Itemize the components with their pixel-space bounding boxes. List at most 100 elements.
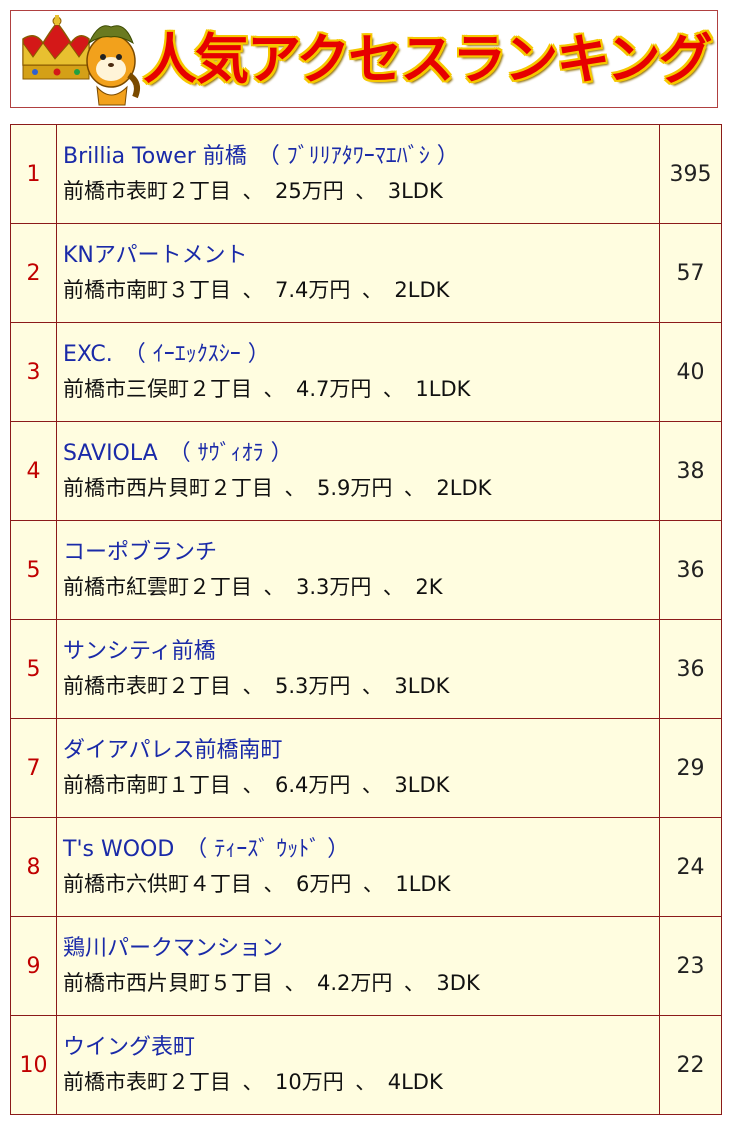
property-rent: 7.4万円 <box>275 278 351 302</box>
property-info: ダイアパレス前橋南町 前橋市南町１丁目、 6.4万円、 3LDK <box>56 718 660 818</box>
access-count: 38 <box>659 421 722 521</box>
property-name-link[interactable]: 鶏川パークマンション <box>63 936 284 961</box>
property-layout: 2LDK <box>394 278 450 302</box>
property-layout: 3LDK <box>387 179 443 203</box>
property-rent: 6.4万円 <box>275 773 351 797</box>
property-detail: 前橋市紅雲町２丁目、 3.3万円、 2K <box>63 570 659 604</box>
ranking-table: 1 Brillia Tower 前橋 （ ﾌﾞﾘﾘｱﾀﾜｰﾏｴﾊﾞｼ ） 前橋市表町… <box>10 124 722 1115</box>
separator: 、 <box>284 971 306 995</box>
property-detail: 前橋市表町２丁目、 25万円、 3LDK <box>63 174 659 208</box>
property-address: 前橋市紅雲町２丁目 <box>63 575 252 599</box>
rank-number: 8 <box>10 817 57 917</box>
property-detail: 前橋市三俣町２丁目、 4.7万円、 1LDK <box>63 372 659 406</box>
rank-number: 9 <box>10 916 57 1016</box>
property-info: サンシティ前橋 前橋市表町２丁目、 5.3万円、 3LDK <box>56 619 660 719</box>
ranking-table-body: 1 Brillia Tower 前橋 （ ﾌﾞﾘﾘｱﾀﾜｰﾏｴﾊﾞｼ ） 前橋市表町… <box>10 124 722 1115</box>
separator: 、 <box>361 773 383 797</box>
separator: 、 <box>403 971 425 995</box>
property-name-link[interactable]: EXC. （ ｲｰｴｯｸｽｼｰ ） <box>63 342 270 367</box>
access-count: 40 <box>659 322 722 422</box>
property-layout: 4LDK <box>387 1070 443 1094</box>
table-row: 8 T's WOOD （ ﾃｨｰｽﾞ ｳｯﾄﾞ ）前橋市六供町４丁目、 6万円、 1L… <box>10 817 722 917</box>
property-detail: 前橋市西片貝町２丁目、 5.9万円、 2LDK <box>63 471 659 505</box>
access-count: 22 <box>659 1015 722 1115</box>
access-count: 29 <box>659 718 722 818</box>
separator: 、 <box>242 773 264 797</box>
separator: 、 <box>242 179 264 203</box>
property-name-link[interactable]: Brillia Tower 前橋 （ ﾌﾞﾘﾘｱﾀﾜｰﾏｴﾊﾞｼ ） <box>63 144 459 169</box>
access-count: 36 <box>659 520 722 620</box>
property-info: ウイング表町 前橋市表町２丁目、 10万円、 4LDK <box>56 1015 660 1115</box>
property-layout: 3DK <box>436 971 480 995</box>
separator: 、 <box>362 872 384 896</box>
separator: 、 <box>382 377 404 401</box>
separator: 、 <box>382 575 404 599</box>
property-rent: 4.2万円 <box>317 971 393 995</box>
access-count: 24 <box>659 817 722 917</box>
property-name-link[interactable]: コーポブランチ <box>63 540 218 565</box>
property-detail: 前橋市表町２丁目、 5.3万円、 3LDK <box>63 669 659 703</box>
separator: 、 <box>355 179 377 203</box>
table-row: 10 ウイング表町 前橋市表町２丁目、 10万円、 4LDK 22 <box>10 1015 722 1115</box>
separator: 、 <box>355 1070 377 1094</box>
separator: 、 <box>284 476 306 500</box>
property-name-link[interactable]: サンシティ前橋 <box>63 639 216 664</box>
property-info: 鶏川パークマンション 前橋市西片貝町５丁目、 4.2万円、 3DK <box>56 916 660 1016</box>
banner-title: 人気アクセスランキング <box>143 28 713 91</box>
separator: 、 <box>263 575 285 599</box>
property-name-link[interactable]: ウイング表町 <box>63 1035 196 1060</box>
rank-number: 7 <box>10 718 57 818</box>
rank-number: 5 <box>10 619 57 719</box>
ranking-banner: 人気アクセスランキング <box>10 10 718 108</box>
separator: 、 <box>263 377 285 401</box>
property-name-link[interactable]: T's WOOD （ ﾃｨｰｽﾞ ｳｯﾄﾞ ） <box>63 837 350 862</box>
property-address: 前橋市南町３丁目 <box>63 278 231 302</box>
property-name-link[interactable]: SAVIOLA （ ｻｳﾞｨｵﾗ ） <box>63 441 293 466</box>
rank-number: 2 <box>10 223 57 323</box>
property-name-link[interactable]: KNアパートメント <box>63 243 248 268</box>
property-layout: 2K <box>415 575 443 599</box>
property-detail: 前橋市六供町４丁目、 6万円、 1LDK <box>63 867 659 901</box>
property-info: Brillia Tower 前橋 （ ﾌﾞﾘﾘｱﾀﾜｰﾏｴﾊﾞｼ ） 前橋市表町２… <box>56 124 660 224</box>
property-address: 前橋市南町１丁目 <box>63 773 231 797</box>
property-detail: 前橋市西片貝町５丁目、 4.2万円、 3DK <box>63 966 659 1000</box>
property-name-link[interactable]: ダイアパレス前橋南町 <box>63 738 283 763</box>
property-address: 前橋市表町２丁目 <box>63 674 231 698</box>
property-rent: 25万円 <box>275 179 344 203</box>
table-row: 9 鶏川パークマンション 前橋市西片貝町５丁目、 4.2万円、 3DK 23 <box>10 916 722 1016</box>
property-info: SAVIOLA （ ｻｳﾞｨｵﾗ ）前橋市西片貝町２丁目、 5.9万円、 2LDK <box>56 421 660 521</box>
table-row: 1 Brillia Tower 前橋 （ ﾌﾞﾘﾘｱﾀﾜｰﾏｴﾊﾞｼ ） 前橋市表町… <box>10 124 722 224</box>
property-layout: 1LDK <box>415 377 471 401</box>
property-address: 前橋市西片貝町５丁目 <box>63 971 273 995</box>
property-layout: 1LDK <box>395 872 451 896</box>
table-row: 4 SAVIOLA （ ｻｳﾞｨｵﾗ ）前橋市西片貝町２丁目、 5.9万円、 2LDK… <box>10 421 722 521</box>
property-address: 前橋市西片貝町２丁目 <box>63 476 273 500</box>
separator: 、 <box>242 1070 264 1094</box>
separator: 、 <box>361 674 383 698</box>
access-count: 23 <box>659 916 722 1016</box>
table-row: 3 EXC. （ ｲｰｴｯｸｽｼｰ ）前橋市三俣町２丁目、 4.7万円、 1LDK 40 <box>10 322 722 422</box>
table-row: 5 サンシティ前橋 前橋市表町２丁目、 5.3万円、 3LDK 36 <box>10 619 722 719</box>
separator: 、 <box>361 278 383 302</box>
property-info: T's WOOD （ ﾃｨｰｽﾞ ｳｯﾄﾞ ）前橋市六供町４丁目、 6万円、 1LD… <box>56 817 660 917</box>
table-row: 7 ダイアパレス前橋南町 前橋市南町１丁目、 6.4万円、 3LDK 29 <box>10 718 722 818</box>
property-info: コーポブランチ 前橋市紅雲町２丁目、 3.3万円、 2K <box>56 520 660 620</box>
property-info: EXC. （ ｲｰｴｯｸｽｼｰ ）前橋市三俣町２丁目、 4.7万円、 1LDK <box>56 322 660 422</box>
property-rent: 6万円 <box>296 872 352 896</box>
separator: 、 <box>263 872 285 896</box>
access-count: 57 <box>659 223 722 323</box>
rank-number: 10 <box>10 1015 57 1115</box>
separator: 、 <box>242 674 264 698</box>
property-detail: 前橋市表町２丁目、 10万円、 4LDK <box>63 1065 659 1099</box>
property-layout: 3LDK <box>394 773 450 797</box>
rank-number: 4 <box>10 421 57 521</box>
property-detail: 前橋市南町１丁目、 6.4万円、 3LDK <box>63 768 659 802</box>
table-row: 5 コーポブランチ 前橋市紅雲町２丁目、 3.3万円、 2K 36 <box>10 520 722 620</box>
property-address: 前橋市三俣町２丁目 <box>63 377 252 401</box>
table-row: 2 KNアパートメント 前橋市南町３丁目、 7.4万円、 2LDK 57 <box>10 223 722 323</box>
property-detail: 前橋市南町３丁目、 7.4万円、 2LDK <box>63 273 659 307</box>
property-layout: 2LDK <box>436 476 492 500</box>
access-count: 395 <box>659 124 722 224</box>
property-rent: 4.7万円 <box>296 377 372 401</box>
property-layout: 3LDK <box>394 674 450 698</box>
